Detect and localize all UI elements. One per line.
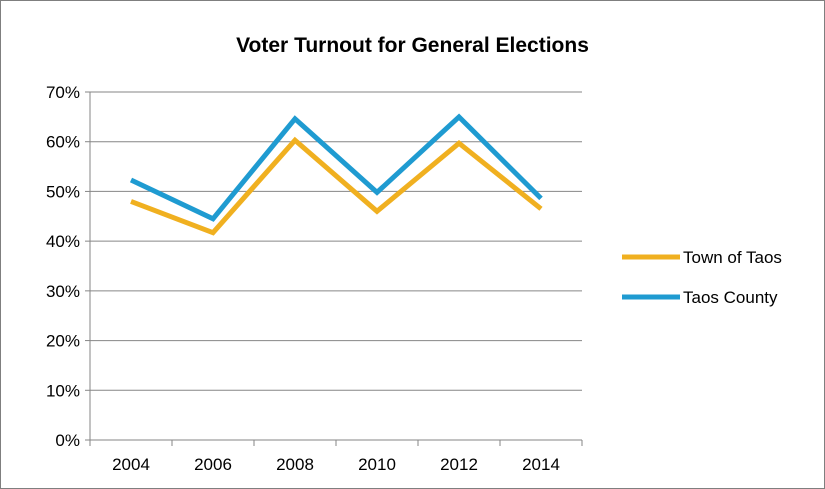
- y-tick-label: 10%: [46, 381, 80, 400]
- y-tick-label: 50%: [46, 182, 80, 201]
- x-tick-label: 2012: [440, 455, 478, 474]
- series-lines: [129, 113, 543, 236]
- x-tick-label: 2010: [358, 455, 396, 474]
- legend: Town of Taos Taos County: [622, 248, 782, 307]
- x-tick-label: 2008: [276, 455, 314, 474]
- y-tick-label: 70%: [46, 83, 80, 102]
- y-tick-label: 40%: [46, 232, 80, 251]
- y-tick-label: 60%: [46, 133, 80, 152]
- chart-title: Voter Turnout for General Elections: [236, 34, 589, 57]
- gridlines: [90, 91, 582, 391]
- x-tick-label: 2004: [112, 455, 150, 474]
- legend-label: Taos County: [683, 288, 778, 307]
- x-tick-label: 2006: [194, 455, 232, 474]
- series-line-taos-county: [129, 113, 543, 222]
- x-tick-label: 2014: [522, 455, 560, 474]
- series-line-town-of-taos: [130, 136, 543, 236]
- y-tick-label: 20%: [46, 332, 80, 351]
- legend-label: Town of Taos: [683, 248, 782, 267]
- axes: 0% 10% 20% 30% 40% 50% 60% 70% 2004 2006 2008 2010 2…: [46, 83, 583, 474]
- y-tick-label: 0%: [55, 431, 80, 450]
- y-tick-label: 30%: [46, 282, 80, 301]
